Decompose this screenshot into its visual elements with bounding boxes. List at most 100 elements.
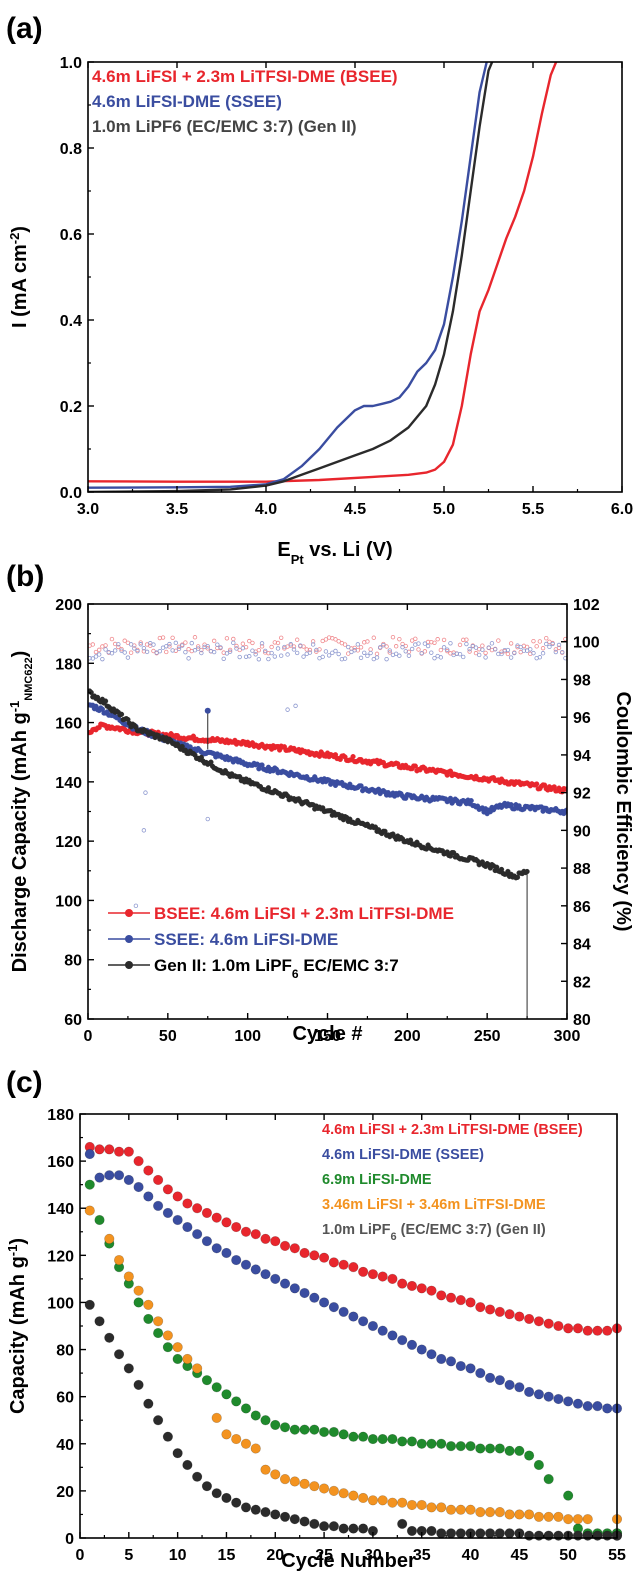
panel-b-ce-point-1: [116, 642, 121, 647]
panel-c-data-point-3: [475, 1506, 486, 1518]
panel-c-x-tick-label: 20: [266, 1547, 284, 1564]
panel-b-ce-point-1: [323, 649, 329, 654]
panel-b-ce-point-0: [294, 637, 300, 642]
panel-b-right-tick-label: 84: [573, 937, 591, 954]
panel-b-ce-point-0: [186, 647, 191, 652]
panel-b-marks: [88, 634, 567, 1019]
panel-c-data-point-2: [250, 1410, 261, 1421]
panel-c-data-point-1: [192, 1229, 203, 1240]
panel-c-data-point-3: [299, 1478, 310, 1489]
panel-c-data-point-2: [543, 1474, 554, 1485]
panel-a-x-tick-label: 3.0: [77, 501, 99, 518]
panel-c-data-point-1: [377, 1325, 388, 1336]
panel-c-data-point-4: [231, 1497, 242, 1508]
panel-c-data-point-0: [240, 1226, 252, 1237]
panel-c-data-point-0: [543, 1318, 554, 1329]
panel-c-data-point-0: [416, 1283, 427, 1294]
panel-b-ce-point-1: [112, 648, 118, 653]
panel-c-y-tick-label: 140: [47, 1201, 74, 1218]
panel-a-legend-entry: 4.6m LiFSI-DME (SSEE): [92, 92, 282, 111]
panel-c-data-point-0: [553, 1320, 564, 1332]
panel-b-ce-point-0: [524, 644, 530, 650]
panel-b-ce-point-1: [183, 649, 188, 655]
panel-b-ce-point-1: [563, 655, 567, 661]
panel-b-ce-point-1: [480, 647, 485, 652]
panel-b-ce-point-1: [547, 644, 552, 650]
panel-b-ce-point-1: [291, 647, 297, 652]
panel-b-ce-point-1: [90, 656, 95, 661]
panel-b-ce-point-0: [266, 650, 271, 656]
panel-c-data-point-4: [201, 1481, 213, 1492]
panel-c-data-point-0: [299, 1247, 310, 1259]
panel-c-data-point-3: [289, 1476, 300, 1487]
panel-b-ce-point-0: [457, 642, 463, 648]
panel-b-ce-point-1: [122, 650, 127, 655]
panel-b-ce-point-0: [483, 650, 488, 656]
panel-c-data-point-3: [553, 1511, 564, 1522]
panel-c-x-tick-label: 55: [608, 1547, 626, 1564]
panel-b-ce-point-0: [167, 644, 172, 649]
panel-c-data-point-0: [192, 1203, 203, 1214]
panel-c-data-point-0: [582, 1325, 593, 1336]
panel-b-ce-point-1: [521, 648, 527, 653]
panel-c-data-point-1: [104, 1170, 115, 1181]
panel-b-ce-point-1: [240, 645, 246, 651]
panel-b-y-tick-label: 160: [55, 716, 82, 733]
panel-c-data-point-4: [504, 1528, 515, 1539]
panel-b-ce-point-1: [298, 643, 303, 648]
panel-c-data-point-0: [270, 1236, 281, 1247]
panel-c-data-point-1: [563, 1396, 574, 1407]
panel-c-data-point-3: [436, 1502, 447, 1513]
panel-c-data-point-2: [436, 1438, 447, 1449]
panel-c-data-point-1: [201, 1236, 213, 1247]
panel-b-ce-point-0: [103, 643, 108, 648]
panel-c-data-point-0: [563, 1323, 574, 1334]
panel-c-data-point-3: [104, 1233, 115, 1244]
panel-c-data-point-0: [465, 1297, 476, 1308]
panel-b-label: (b): [6, 560, 44, 593]
panel-b-ce-point-0: [93, 649, 99, 655]
panel-b-ce-point-0: [128, 650, 134, 655]
panel-c-y-axis-title: Capacity (mAh g-1): [5, 1238, 30, 1414]
panel-b-ce-point-1: [247, 654, 252, 659]
panel-b-ce-point-1: [186, 656, 191, 661]
panel-c-data-point-1: [416, 1344, 427, 1355]
panel-b-ce-point-1: [231, 640, 236, 646]
panel-c-y-tick-label: 60: [56, 1390, 74, 1407]
panel-c-data-point-4: [162, 1431, 173, 1442]
panel-a-y-tick-label: 0.8: [60, 141, 82, 158]
panel-b-ce-point-1: [438, 655, 444, 660]
panel-b-ce-point-0: [422, 649, 428, 654]
panel-c-data-point-0: [397, 1278, 408, 1289]
panel-b-ce-point-1: [138, 642, 143, 647]
panel-b-capacity-point-2: [102, 698, 109, 704]
panel-c-data-point-0: [104, 1144, 115, 1155]
panel-c-data-point-3: [533, 1511, 544, 1522]
panel-b-x-tick-label: 100: [234, 1028, 261, 1045]
panel-c-data-point-3: [445, 1504, 457, 1515]
panel-b-ce-point-1: [362, 650, 367, 655]
panel-c-data-point-4: [309, 1518, 320, 1529]
panel-c-data-point-2: [475, 1443, 486, 1454]
panel-c-data-point-3: [387, 1497, 398, 1508]
panel-b-ce-point-0: [352, 645, 357, 651]
panel-c-data-point-2: [201, 1375, 213, 1386]
panel-b-ce-point-1: [132, 646, 137, 651]
panel-b-right-tick-label: 82: [573, 974, 591, 991]
panel-c-data-point-2: [348, 1431, 359, 1442]
panel-b-ce-point-0: [227, 647, 233, 653]
panel-a-y-tick-label: 0.4: [60, 313, 82, 330]
panel-c-data-point-4: [524, 1530, 535, 1541]
panel-b-ce-point-1: [211, 649, 217, 655]
panel-c-data-point-1: [143, 1191, 154, 1202]
panel-b-ce-point-0: [183, 640, 188, 645]
panel-c-data-point-3: [133, 1285, 144, 1296]
panel-b-ce-point-1: [164, 644, 169, 649]
panel-b-ce-point-1: [406, 653, 412, 658]
panel-c-data-point-3: [231, 1433, 242, 1445]
panel-c-data-point-4: [553, 1530, 564, 1541]
panel-b-ce-point-0: [119, 646, 124, 652]
panel-b-ce-point-1: [441, 645, 447, 650]
panel-c-y-tick-label: 120: [47, 1248, 74, 1265]
